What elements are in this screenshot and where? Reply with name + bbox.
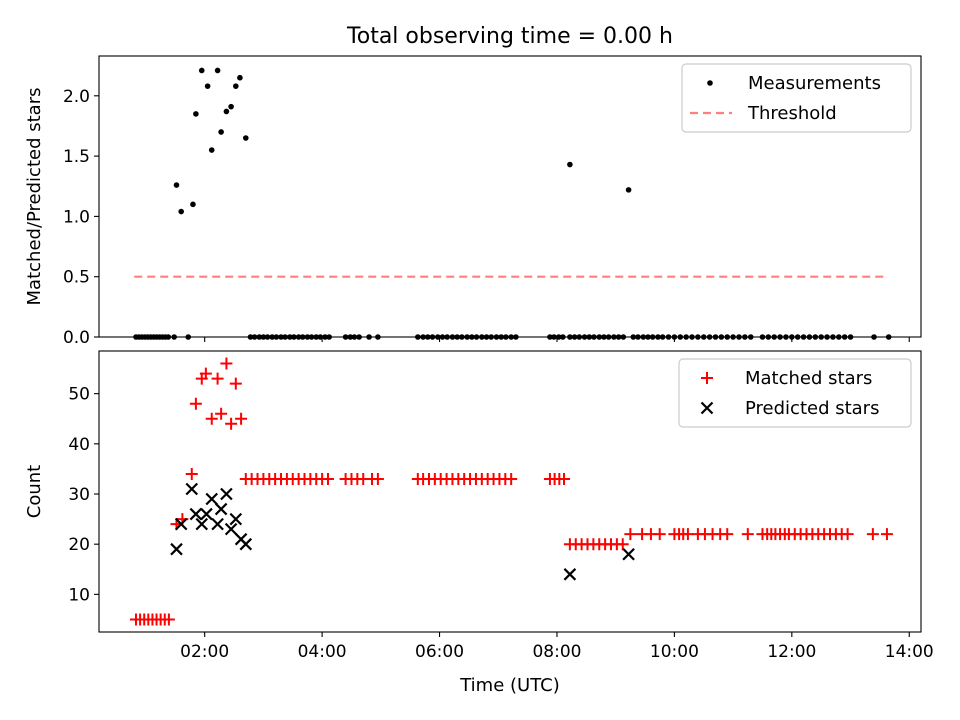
data-point: [205, 492, 219, 506]
data-point: [321, 472, 334, 485]
data-point: [198, 67, 205, 74]
x-tick-label: 02:00: [180, 642, 229, 662]
y-tick-label: 0.5: [63, 268, 90, 288]
x-tick-label: 10:00: [650, 642, 699, 662]
y-tick-label: 40: [68, 435, 90, 455]
panel-top-measurements: 0.0 0.5 1.0 1.5 2.0 Matched/Predicted stars Me…: [24, 55, 922, 348]
data-point: [190, 201, 196, 208]
panel-bottom-counts: 02:00 04:00 06:00 08:00 10:00 12:00 14:00 10 20 3…: [24, 350, 934, 662]
data-point: [214, 67, 221, 74]
y-tick-label: 1.0: [63, 207, 90, 227]
data-point: [841, 528, 854, 541]
legend-label: Measurements: [748, 73, 881, 94]
x-tick-label: 08:00: [532, 642, 581, 662]
x-tick-label: 04:00: [298, 642, 347, 662]
legend-marker: [701, 372, 713, 384]
data-point: [205, 412, 218, 425]
series-predicted-stars: [170, 482, 635, 581]
data-point: [204, 83, 211, 89]
legend-label: Matched stars: [745, 368, 872, 389]
data-point: [223, 108, 230, 115]
data-point: [229, 377, 242, 390]
legend-marker: [707, 80, 713, 86]
series-matched-stars: [129, 357, 893, 626]
data-point: [563, 568, 577, 581]
data-point: [239, 537, 253, 551]
data-point: [229, 512, 243, 526]
data-point: [224, 522, 238, 536]
data-point: [235, 412, 248, 425]
y-axis-label: Count: [24, 465, 45, 518]
plot-frame: [98, 350, 922, 633]
chart-title: Total observing time = 0.00 h: [346, 24, 673, 49]
y-tick-label: 0.0: [63, 328, 90, 348]
plot-frame: [98, 55, 922, 338]
data-point: [200, 507, 213, 521]
legend-box: [678, 358, 912, 428]
data-point: [242, 135, 249, 141]
y-tick-label: 20: [68, 535, 90, 555]
data-point: [741, 528, 754, 541]
x-axis-label: Time (UTC): [459, 675, 560, 696]
data-point: [721, 528, 734, 541]
data-point: [170, 542, 183, 556]
data-point: [185, 467, 198, 480]
data-point: [214, 502, 228, 516]
data-point: [371, 472, 384, 485]
data-point: [185, 482, 199, 496]
y-tick-label: 2.0: [63, 87, 90, 107]
x-tick-label: 14:00: [885, 642, 934, 662]
data-point: [199, 367, 212, 380]
data-point: [225, 417, 238, 430]
data-point: [218, 129, 224, 135]
data-point: [173, 182, 180, 188]
legend: Matched stars Predicted stars: [678, 358, 912, 428]
data-point: [174, 517, 188, 531]
legend-box: [681, 63, 912, 133]
data-point: [558, 472, 571, 485]
legend-label: Threshold: [747, 103, 837, 124]
data-point: [220, 357, 233, 370]
data-point: [195, 517, 209, 531]
data-point: [505, 472, 518, 485]
data-point: [193, 111, 199, 117]
data-point: [178, 208, 184, 215]
data-point: [208, 147, 215, 153]
legend-label: Predicted stars: [745, 398, 879, 419]
data-point: [211, 517, 224, 531]
data-point: [211, 372, 224, 385]
data-point: [624, 528, 637, 541]
legend: Measurements Threshold: [681, 63, 912, 133]
legend-marker: [700, 401, 714, 415]
y-tick-label: 10: [68, 585, 90, 605]
data-point: [866, 528, 879, 541]
data-point: [653, 528, 666, 541]
data-point: [616, 538, 629, 551]
data-point: [880, 528, 893, 541]
y-tick-label: 50: [68, 385, 90, 405]
data-point: [189, 507, 203, 521]
data-point: [625, 187, 632, 193]
data-point: [162, 613, 175, 626]
data-point: [622, 547, 635, 561]
data-point: [228, 103, 234, 110]
data-point: [237, 74, 243, 81]
y-tick-label: 30: [68, 485, 90, 505]
y-tick-label: 1.5: [63, 147, 90, 167]
data-point: [220, 487, 233, 501]
data-point: [189, 397, 202, 410]
y-axis-label: Matched/Predicted stars: [24, 88, 45, 306]
x-tick-label: 12:00: [767, 642, 816, 662]
data-point: [215, 407, 228, 420]
data-point: [567, 161, 573, 168]
data-point: [233, 83, 239, 89]
x-tick-label: 06:00: [415, 642, 464, 662]
